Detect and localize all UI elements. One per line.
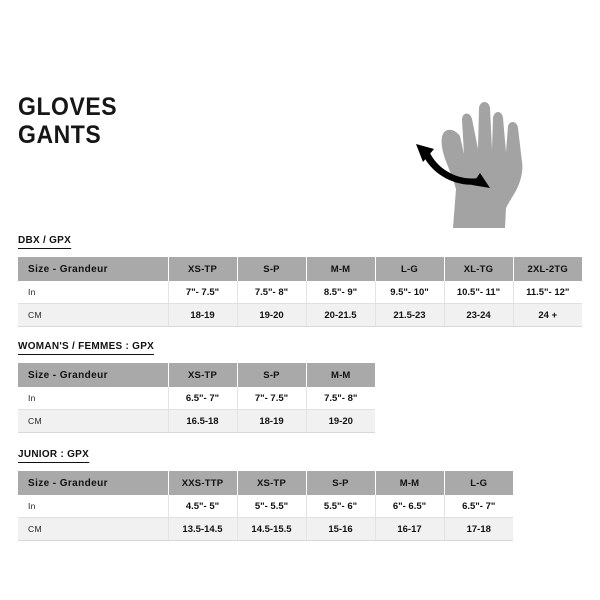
table-row: CM 18-19 19-20 20-21.5 21.5-23 23-24 24 … — [18, 303, 582, 327]
section-label-junior-gpx: JUNIOR : GPX — [18, 448, 90, 463]
cell-cm-3: 21.5-23 — [375, 303, 445, 327]
page-title-gants: GANTS — [18, 121, 102, 149]
cell-in-3: 6"- 6.5" — [375, 495, 445, 518]
column-header-size-2: S-P — [306, 471, 376, 495]
column-header-size-0: XS-TP — [168, 257, 238, 281]
column-header-size-1: S-P — [237, 363, 307, 387]
column-header-size-2: M-M — [306, 257, 376, 281]
column-header-size-3: L-G — [375, 257, 445, 281]
hand-measure-diagram — [398, 92, 578, 228]
cell-cm-5: 24 + — [513, 303, 582, 327]
page-title: GLOVES GANTS — [18, 93, 126, 149]
hand-silhouette-icon — [441, 102, 523, 228]
column-header-size-3: M-M — [375, 471, 445, 495]
table-header-row: Size - Grandeur XS-TP S-P M-M — [18, 363, 375, 387]
table-row: In 4.5"- 5" 5"- 5.5" 5.5"- 6" 6"- 6.5" 6… — [18, 495, 513, 518]
cell-in-0: 7"- 7.5" — [168, 281, 238, 304]
column-header-size-0: XS-TP — [168, 363, 238, 387]
cell-cm-3: 16-17 — [375, 517, 445, 541]
cell-in-4: 10.5"- 11" — [444, 281, 514, 304]
size-table-womans-femmes-gpx: Size - Grandeur XS-TP S-P M-M In 6.5"- 7… — [18, 363, 375, 433]
section-junior-gpx: JUNIOR : GPX Size - Grandeur XXS-TTP XS-… — [18, 444, 513, 541]
cell-in-1: 5"- 5.5" — [237, 495, 307, 518]
row-label-cm: CM — [18, 409, 169, 433]
column-header-size-1: S-P — [237, 257, 307, 281]
section-label-dbx-gpx: DBX / GPX — [18, 234, 72, 249]
cell-in-3: 9.5"- 10" — [375, 281, 445, 304]
column-header-size-4: XL-TG — [444, 257, 514, 281]
cell-in-2: 7.5"- 8" — [306, 387, 375, 410]
row-label-cm: CM — [18, 303, 169, 327]
cell-cm-2: 20-21.5 — [306, 303, 376, 327]
column-header-size-1: XS-TP — [237, 471, 307, 495]
cell-in-2: 5.5"- 6" — [306, 495, 376, 518]
size-table-junior-gpx: Size - Grandeur XXS-TTP XS-TP S-P M-M L-… — [18, 471, 513, 541]
cell-cm-4: 17-18 — [444, 517, 513, 541]
table-row: In 7"- 7.5" 7.5"- 8" 8.5"- 9" 9.5"- 10" … — [18, 281, 582, 304]
table-header-row: Size - Grandeur XS-TP S-P M-M L-G XL-TG … — [18, 257, 582, 281]
cell-cm-4: 23-24 — [444, 303, 514, 327]
column-header-size-2: M-M — [306, 363, 375, 387]
cell-cm-2: 15-16 — [306, 517, 376, 541]
cell-in-4: 6.5"- 7" — [444, 495, 513, 518]
cell-in-0: 4.5"- 5" — [168, 495, 238, 518]
cell-cm-2: 19-20 — [306, 409, 375, 433]
cell-cm-1: 19-20 — [237, 303, 307, 327]
table-row: CM 16.5-18 18-19 19-20 — [18, 409, 375, 433]
cell-cm-0: 16.5-18 — [168, 409, 238, 433]
column-header-size-0: XXS-TTP — [168, 471, 238, 495]
cell-cm-1: 18-19 — [237, 409, 307, 433]
measure-arrow-icon — [416, 144, 490, 188]
table-row: In 6.5"- 7" 7"- 7.5" 7.5"- 8" — [18, 387, 375, 410]
cell-in-5: 11.5"- 12" — [513, 281, 582, 304]
size-table-dbx-gpx: Size - Grandeur XS-TP S-P M-M L-G XL-TG … — [18, 257, 582, 327]
section-label-womans-femmes-gpx: WOMAN'S / FEMMES : GPX — [18, 340, 155, 355]
table-row: CM 13.5-14.5 14.5-15.5 15-16 16-17 17-18 — [18, 517, 513, 541]
cell-in-0: 6.5"- 7" — [168, 387, 238, 410]
cell-in-1: 7"- 7.5" — [237, 387, 307, 410]
column-header-size-5: 2XL-2TG — [513, 257, 582, 281]
column-header-size: Size - Grandeur — [18, 471, 169, 495]
column-header-size: Size - Grandeur — [18, 257, 169, 281]
section-womans-femmes-gpx: WOMAN'S / FEMMES : GPX Size - Grandeur X… — [18, 336, 375, 433]
page-title-gloves: GLOVES — [18, 93, 118, 121]
row-label-in: In — [18, 387, 169, 410]
row-label-in: In — [18, 495, 169, 518]
cell-cm-0: 18-19 — [168, 303, 238, 327]
section-dbx-gpx: DBX / GPX Size - Grandeur XS-TP S-P M-M … — [18, 230, 582, 327]
column-header-size: Size - Grandeur — [18, 363, 169, 387]
cell-in-2: 8.5"- 9" — [306, 281, 376, 304]
column-header-size-4: L-G — [444, 471, 513, 495]
cell-cm-0: 13.5-14.5 — [168, 517, 238, 541]
cell-cm-1: 14.5-15.5 — [237, 517, 307, 541]
row-label-cm: CM — [18, 517, 169, 541]
cell-in-1: 7.5"- 8" — [237, 281, 307, 304]
row-label-in: In — [18, 281, 169, 304]
table-header-row: Size - Grandeur XXS-TTP XS-TP S-P M-M L-… — [18, 471, 513, 495]
